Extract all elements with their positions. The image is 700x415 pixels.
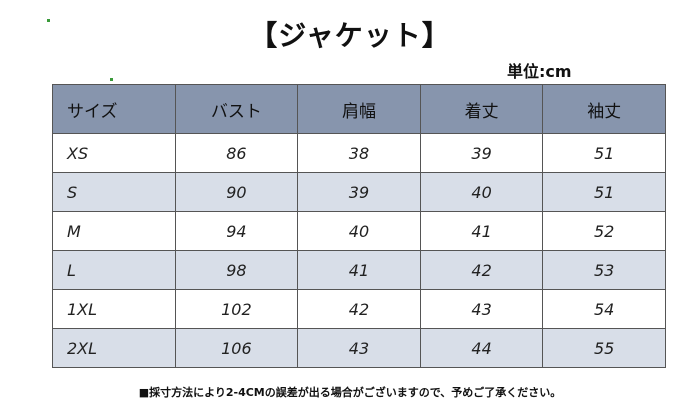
- cell-size: XS: [52, 133, 176, 173]
- cell-bust: 106: [174, 328, 299, 368]
- cell-length: 43: [419, 289, 544, 329]
- table-row: S 90 39 40 51: [52, 172, 666, 212]
- cell-shoulder: 43: [297, 328, 421, 368]
- cell-bust: 86: [174, 133, 299, 173]
- header-sleeve: 袖丈: [542, 84, 666, 134]
- cell-length: 41: [419, 211, 544, 251]
- table-row: 1XL 102 42 43 54: [52, 289, 666, 329]
- header-shoulder: 肩幅: [297, 84, 421, 134]
- cell-bust: 94: [174, 211, 299, 251]
- cell-shoulder: 38: [297, 133, 421, 173]
- unit-label: 単位:cm: [507, 62, 572, 81]
- size-table: サイズ バスト 肩幅 着丈 袖丈 XS 86 38 39 51 S 90 39 …: [52, 84, 666, 368]
- cell-length: 39: [419, 133, 544, 173]
- cell-size: S: [52, 172, 176, 212]
- header-length: 着丈: [419, 84, 544, 134]
- table-header-row: サイズ バスト 肩幅 着丈 袖丈: [52, 84, 666, 134]
- cell-size: 1XL: [52, 289, 176, 329]
- cell-size: L: [52, 250, 176, 290]
- cell-bust: 98: [174, 250, 299, 290]
- page-title: 【ジャケット】: [249, 19, 451, 52]
- cell-shoulder: 40: [297, 211, 421, 251]
- header-bust: バスト: [174, 84, 299, 134]
- cell-size: M: [52, 211, 176, 251]
- cell-size: 2XL: [52, 328, 176, 368]
- cell-sleeve: 55: [542, 328, 666, 368]
- cell-sleeve: 51: [542, 172, 666, 212]
- cell-sleeve: 51: [542, 133, 666, 173]
- cell-shoulder: 41: [297, 250, 421, 290]
- table-row: L 98 41 42 53: [52, 250, 666, 290]
- cell-bust: 90: [174, 172, 299, 212]
- table-row: XS 86 38 39 51: [52, 133, 666, 173]
- cell-shoulder: 39: [297, 172, 421, 212]
- corner-mark: [110, 78, 113, 81]
- measurement-note: ■採寸方法により2-4CMの誤差が出る場合がございますので、予めご了承ください。: [138, 386, 562, 399]
- table-row: 2XL 106 43 44 55: [52, 328, 666, 368]
- cell-sleeve: 53: [542, 250, 666, 290]
- cell-sleeve: 54: [542, 289, 666, 329]
- table-row: M 94 40 41 52: [52, 211, 666, 251]
- corner-mark: [47, 19, 50, 22]
- cell-sleeve: 52: [542, 211, 666, 251]
- cell-shoulder: 42: [297, 289, 421, 329]
- cell-bust: 102: [174, 289, 299, 329]
- header-size: サイズ: [52, 84, 176, 134]
- cell-length: 42: [419, 250, 544, 290]
- cell-length: 44: [419, 328, 544, 368]
- cell-length: 40: [419, 172, 544, 212]
